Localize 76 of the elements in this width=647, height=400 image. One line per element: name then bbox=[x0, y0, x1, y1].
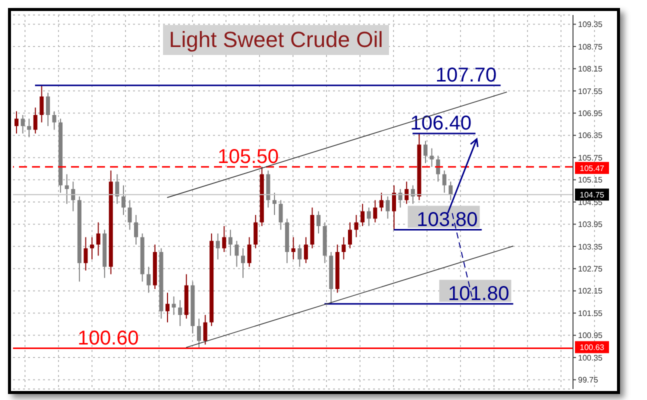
y-tick-label: 106.95 bbox=[578, 108, 604, 118]
candlestick bbox=[115, 174, 120, 204]
y-tick-label: 106.35 bbox=[578, 131, 604, 140]
candlestick bbox=[216, 232, 220, 260]
candlestick bbox=[121, 184, 126, 216]
candlestick bbox=[27, 118, 32, 138]
candlestick bbox=[71, 181, 76, 212]
y-tick-label: 103.35 bbox=[578, 242, 604, 252]
y-tick-label: 108.75 bbox=[578, 42, 604, 52]
candlestick bbox=[172, 296, 176, 316]
candlestick bbox=[222, 226, 226, 252]
y-tick-label: 109.35 bbox=[578, 20, 604, 30]
y-tick-label: 104.55 bbox=[578, 198, 604, 207]
candlestick bbox=[203, 314, 208, 346]
y-tick-label: 105.75 bbox=[578, 153, 604, 162]
ref-line-label: 106.40 bbox=[410, 112, 472, 134]
candlestick bbox=[40, 84, 44, 123]
y-tick-label: 105.15 bbox=[578, 176, 604, 185]
candlestick bbox=[404, 181, 409, 204]
candlestick bbox=[254, 214, 258, 249]
candlestick bbox=[128, 200, 132, 230]
y-tick-label: 100.95 bbox=[578, 331, 604, 340]
y-tick-label: 108.15 bbox=[578, 64, 604, 74]
ref-line-label: 101.80 bbox=[448, 282, 510, 305]
candlestick bbox=[298, 244, 302, 268]
candlestick bbox=[90, 236, 94, 260]
candlestick bbox=[272, 192, 276, 216]
ref-line-label: 103.80 bbox=[416, 208, 478, 231]
candlestick bbox=[366, 207, 371, 227]
candlestick bbox=[134, 214, 138, 246]
candlestick bbox=[442, 170, 446, 194]
candlestick bbox=[234, 240, 239, 268]
y-tick-label: 101.55 bbox=[578, 308, 604, 318]
candlestick bbox=[392, 184, 396, 230]
candlestick bbox=[373, 200, 378, 223]
y-tick-label: 102.75 bbox=[578, 264, 604, 274]
candlestick bbox=[146, 266, 151, 294]
candlestick bbox=[342, 236, 346, 260]
y-tick-label: 103.95 bbox=[578, 220, 604, 230]
candlestick bbox=[20, 114, 25, 134]
candlestick bbox=[166, 292, 170, 323]
candlestick bbox=[278, 200, 283, 230]
candlestick bbox=[430, 148, 434, 168]
candlestick bbox=[304, 236, 308, 264]
candlestick bbox=[96, 222, 100, 256]
ref-line-label: 105.50 bbox=[218, 146, 279, 168]
candlestick bbox=[46, 92, 50, 127]
candlestick bbox=[178, 300, 182, 327]
candlestick bbox=[241, 248, 246, 278]
candlestick bbox=[354, 214, 358, 238]
y-tick-label: 107.55 bbox=[578, 86, 604, 96]
candlestick bbox=[14, 110, 18, 134]
candlestick bbox=[348, 222, 352, 249]
annotation: 100.63 bbox=[580, 343, 605, 352]
candlestick bbox=[386, 196, 390, 220]
y-tick-label: 100.35 bbox=[578, 353, 604, 362]
text: Light Sweet Crude Oil bbox=[163, 25, 389, 55]
annotation: 105.47 bbox=[580, 164, 605, 173]
y-tick-label: 99.75 bbox=[578, 376, 599, 385]
candlestick bbox=[448, 181, 453, 201]
candlestick bbox=[84, 236, 88, 272]
candlestick bbox=[360, 203, 365, 227]
candlestick bbox=[228, 229, 232, 256]
candlestick bbox=[379, 192, 384, 212]
y-tick-label: 102.15 bbox=[578, 286, 604, 296]
candlestick bbox=[64, 174, 69, 204]
candlestick bbox=[247, 236, 252, 268]
candlestick bbox=[52, 110, 56, 130]
candlestick bbox=[196, 318, 201, 349]
candlestick bbox=[423, 140, 428, 164]
ref-line-label: 100.60 bbox=[78, 327, 139, 350]
candlestick bbox=[316, 210, 321, 234]
candlestick bbox=[33, 107, 38, 134]
candlestick bbox=[291, 236, 296, 260]
ref-line-label: 107.70 bbox=[435, 64, 497, 86]
annotation: 104.75 bbox=[580, 190, 605, 200]
